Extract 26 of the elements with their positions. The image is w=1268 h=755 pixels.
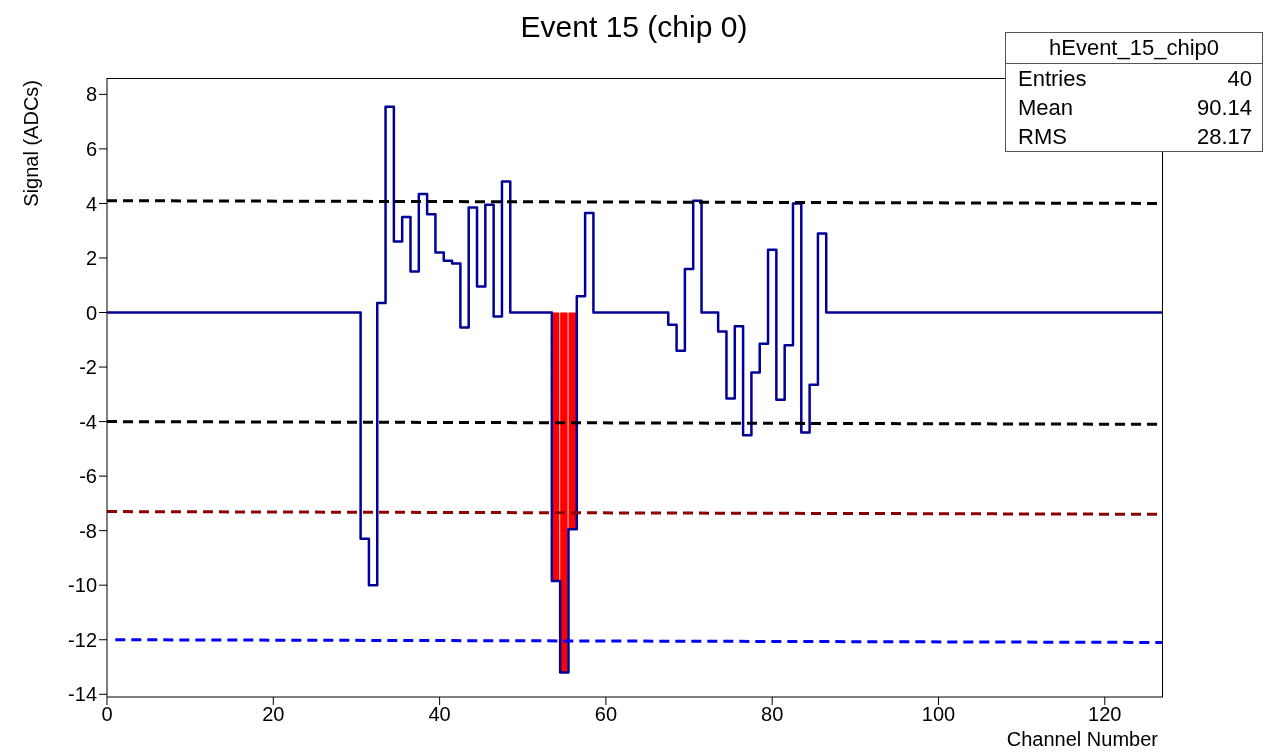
y-tick-label: -2 [79,356,97,379]
chart-title: Event 15 (chip 0) [520,10,748,43]
x-tick-label: 0 [101,703,113,726]
annotation: RMS [1018,123,1067,151]
y-tick-label: 4 [85,192,97,215]
annotation: Entries [1018,65,1087,93]
y-tick-label: -10 [68,574,97,597]
y-tick-label: 8 [85,83,97,106]
x-tick-label: 60 [594,703,618,726]
x-tick-label: 20 [262,703,285,726]
y-tick-label: 6 [85,138,97,160]
stats-box: hEvent_15_chip0 Entries 40 Mean 90.14 RMS 28.17 [1005,32,1263,152]
y-tick-label: -6 [79,465,97,488]
x-axis-title: Channel Number [1006,728,1158,751]
y-tick-label: -14 [68,683,97,706]
y-tick-label: 0 [85,301,97,324]
y-tick-label: -4 [79,410,97,433]
annotation: Mean [1018,94,1074,122]
x-tick-label: 80 [761,703,784,726]
y-tick-label: 2 [85,247,97,270]
y-axis-title: Signal (ADCs) [20,80,43,209]
y-tick-label: -12 [68,628,97,651]
x-tick-label: 120 [1088,703,1122,726]
x-tick-label: 40 [428,703,451,726]
y-tick-label: -8 [79,519,97,542]
x-tick-label: 100 [921,703,956,726]
